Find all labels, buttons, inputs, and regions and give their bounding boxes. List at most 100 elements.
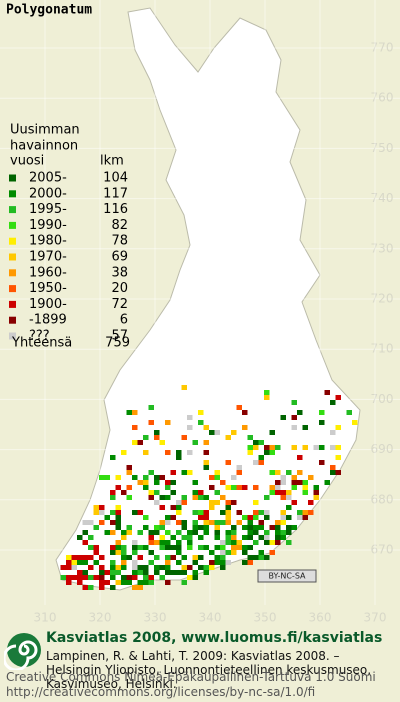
- record-square: [275, 540, 281, 545]
- x-grid-label: 310: [34, 611, 57, 625]
- record-square: [110, 510, 116, 515]
- record-square: [165, 495, 171, 500]
- record-square: [115, 545, 121, 550]
- record-square: [192, 570, 198, 575]
- record-square: [181, 470, 187, 475]
- record-square: [231, 475, 237, 480]
- record-square: [236, 485, 242, 490]
- record-square: [154, 540, 160, 545]
- record-square: [187, 425, 193, 430]
- record-square: [231, 540, 237, 545]
- record-square: [181, 555, 187, 560]
- record-square: [137, 530, 143, 535]
- record-square: [88, 565, 94, 570]
- record-square: [280, 415, 286, 420]
- record-square: [291, 445, 297, 450]
- record-square: [308, 500, 314, 505]
- record-square: [264, 515, 270, 520]
- record-square: [280, 515, 286, 520]
- record-square: [209, 565, 215, 570]
- legend-label: 2005-: [29, 171, 67, 186]
- record-square: [165, 570, 171, 575]
- record-square: [225, 515, 231, 520]
- record-square: [313, 485, 319, 490]
- license-link[interactable]: http://creativecommons.org/licenses/by-n…: [6, 685, 316, 699]
- record-square: [110, 560, 116, 565]
- record-square: [247, 555, 253, 560]
- y-grid-label: 680: [371, 492, 394, 506]
- record-square: [165, 480, 171, 485]
- record-square: [126, 470, 132, 475]
- record-square: [115, 475, 121, 480]
- record-square: [253, 540, 259, 545]
- record-square: [176, 570, 182, 575]
- legend-total-count: 759: [105, 336, 130, 351]
- record-square: [110, 565, 116, 570]
- record-square: [82, 570, 88, 575]
- record-square: [258, 440, 264, 445]
- record-square: [324, 480, 330, 485]
- record-square: [88, 520, 94, 525]
- record-square: [291, 500, 297, 505]
- record-square: [115, 515, 121, 520]
- record-square: [258, 460, 264, 465]
- record-square: [192, 510, 198, 515]
- record-square: [176, 530, 182, 535]
- record-square: [198, 495, 204, 500]
- record-square: [99, 505, 105, 510]
- record-square: [192, 530, 198, 535]
- record-square: [132, 440, 138, 445]
- record-square: [286, 495, 292, 500]
- record-square: [181, 565, 187, 570]
- record-square: [132, 475, 138, 480]
- record-square: [132, 575, 138, 580]
- record-square: [143, 480, 149, 485]
- record-square: [203, 565, 209, 570]
- record-square: [148, 405, 154, 410]
- record-square: [148, 490, 154, 495]
- record-square: [231, 535, 237, 540]
- record-square: [93, 560, 99, 565]
- record-square: [88, 535, 94, 540]
- record-square: [220, 565, 226, 570]
- record-square: [104, 475, 110, 480]
- record-square: [203, 460, 209, 465]
- record-square: [104, 570, 110, 575]
- record-square: [198, 420, 204, 425]
- record-square: [203, 425, 209, 430]
- record-square: [220, 550, 226, 555]
- record-square: [115, 525, 121, 530]
- legend-swatch: [9, 269, 16, 277]
- site-link[interactable]: Kasviatlas 2008, www.luomus.fi/kasviatla…: [46, 630, 383, 646]
- record-square: [82, 520, 88, 525]
- record-square: [137, 580, 143, 585]
- legend-count: 78: [111, 234, 128, 249]
- record-square: [258, 555, 264, 560]
- record-square: [209, 430, 215, 435]
- record-square: [275, 535, 281, 540]
- record-square: [269, 490, 275, 495]
- record-square: [176, 455, 182, 460]
- record-square: [203, 520, 209, 525]
- record-square: [143, 475, 149, 480]
- license: Creative Commons Nimeä-Epäkaupallinen-Ta…: [6, 670, 376, 700]
- record-square: [192, 555, 198, 560]
- record-square: [82, 560, 88, 565]
- legend-count: 6: [120, 313, 128, 328]
- record-square: [159, 495, 165, 500]
- record-square: [126, 575, 132, 580]
- record-square: [330, 400, 336, 405]
- record-square: [236, 540, 242, 545]
- record-square: [269, 470, 275, 475]
- record-square: [181, 535, 187, 540]
- record-square: [143, 575, 149, 580]
- record-square: [121, 535, 127, 540]
- record-square: [137, 565, 143, 570]
- record-square: [231, 500, 237, 505]
- record-square: [264, 450, 270, 455]
- record-square: [115, 540, 121, 545]
- record-square: [115, 565, 121, 570]
- y-grid-label: 750: [371, 141, 394, 155]
- record-square: [77, 575, 83, 580]
- record-square: [148, 575, 154, 580]
